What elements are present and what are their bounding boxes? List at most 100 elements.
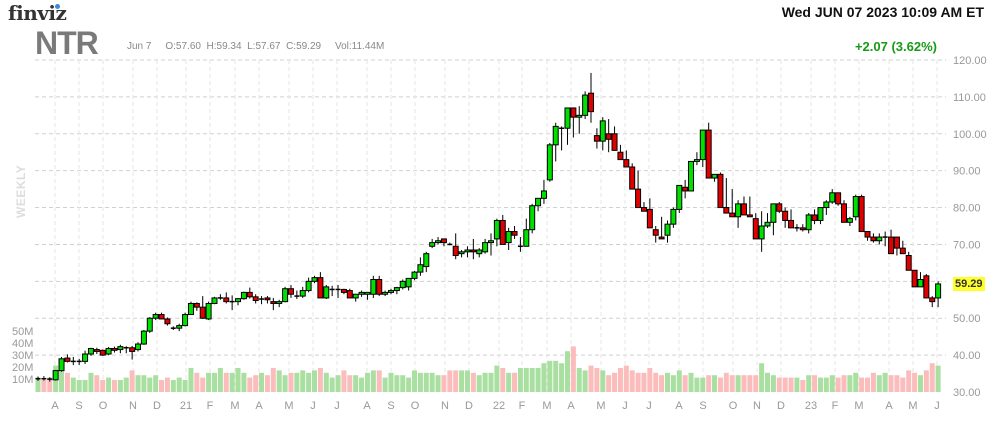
volume-bar (912, 372, 918, 392)
volume-bar (288, 372, 294, 392)
candle-body (752, 218, 759, 240)
volume-bar (694, 377, 700, 392)
volume-bar (817, 377, 823, 392)
volume-bar (123, 377, 129, 392)
volume-bar (64, 372, 70, 392)
volume-bar (182, 380, 188, 392)
volume-bar (76, 380, 82, 392)
volume-bar (423, 372, 429, 392)
finviz-logo[interactable]: finviz (8, 1, 67, 25)
volume-bar (741, 375, 747, 392)
candle-body (911, 269, 918, 288)
bar-date: Jun 7 (127, 41, 152, 52)
candle-body (699, 129, 706, 161)
candle-body (440, 238, 447, 244)
volume-bar (535, 368, 541, 392)
candle-body (382, 291, 389, 295)
volume-bar (541, 363, 547, 392)
volume-bar (482, 372, 488, 392)
candle-body (858, 195, 865, 233)
volume-bar (659, 375, 665, 392)
volume-bar (488, 372, 494, 392)
x-axis-label: A (363, 400, 371, 412)
volume-bar (688, 372, 694, 392)
volume-bar (582, 370, 588, 392)
candle-body (135, 343, 142, 351)
volume-bar (359, 377, 365, 392)
candle-body (176, 325, 183, 329)
volume-bar (170, 380, 176, 392)
candle-body (305, 280, 312, 292)
volume-bar (853, 372, 859, 392)
candle-body (817, 207, 824, 221)
volume-bar (211, 372, 217, 392)
candle-body (82, 353, 89, 362)
volume-bar (394, 375, 400, 392)
x-axis-label: 23 (805, 400, 817, 412)
volume-bar (794, 377, 800, 392)
volume-bar (776, 377, 782, 392)
volume-bar (370, 370, 376, 392)
volume-bar (241, 372, 247, 392)
y-axis-label: 50.00 (953, 313, 981, 325)
candle-body (187, 302, 194, 316)
volume-bar (435, 375, 441, 392)
x-axis-label: D (777, 400, 785, 412)
volume-bar (870, 372, 876, 392)
x-axis-label: M (542, 400, 551, 412)
x-axis-label: J (334, 400, 340, 412)
volume-bar (47, 377, 53, 392)
candle-body (782, 210, 789, 221)
volume-bar (617, 368, 623, 392)
y-axis-label: 90.00 (953, 166, 981, 178)
candle-body (505, 231, 512, 244)
candle-body (917, 278, 924, 288)
volume-bar (747, 375, 753, 392)
y-axis-label: 120.00 (953, 55, 987, 67)
volume-bar (259, 372, 265, 392)
candle-body (99, 349, 106, 356)
candle-body (852, 195, 859, 218)
candle-body (352, 293, 359, 299)
candle-body (688, 160, 695, 192)
candle-body (105, 347, 112, 355)
candle-body (864, 231, 871, 238)
volume-axis-label: 30M (12, 350, 33, 362)
candle-body (640, 207, 647, 212)
candle-body (923, 275, 930, 299)
volume-bar (894, 375, 900, 392)
volume-bar (847, 375, 853, 392)
candle-body (482, 242, 489, 253)
candle-body (129, 347, 136, 352)
candle-body (835, 192, 842, 205)
candle-body (770, 203, 777, 223)
volume-bar (188, 368, 194, 392)
x-axis-label: O (99, 400, 108, 412)
volume-bar (929, 363, 935, 392)
candle-body (605, 133, 612, 140)
volume-bar (800, 380, 806, 392)
volume-bar (300, 370, 306, 392)
volume-bar (835, 377, 841, 392)
volume-value: Vol:11.44M (335, 41, 385, 52)
candle-body (387, 290, 394, 293)
candle-body (935, 283, 942, 299)
volume-bar (917, 375, 923, 392)
candle-body (846, 218, 853, 223)
candle-body (240, 291, 247, 300)
volume-bar (859, 377, 865, 392)
x-axis-label: N (129, 400, 137, 412)
candle-body (164, 318, 171, 325)
volume-bar (682, 375, 688, 392)
x-axis-label: J (646, 400, 652, 412)
candle-body (646, 208, 653, 229)
volume-bar (453, 370, 459, 392)
x-axis-label: D (153, 400, 161, 412)
volume-bar (229, 372, 235, 392)
candle-body (146, 317, 153, 332)
volume-bar (159, 380, 165, 392)
x-axis-label: A (255, 400, 263, 412)
volume-bar (664, 372, 670, 392)
y-axis-label: 110.00 (953, 92, 986, 104)
